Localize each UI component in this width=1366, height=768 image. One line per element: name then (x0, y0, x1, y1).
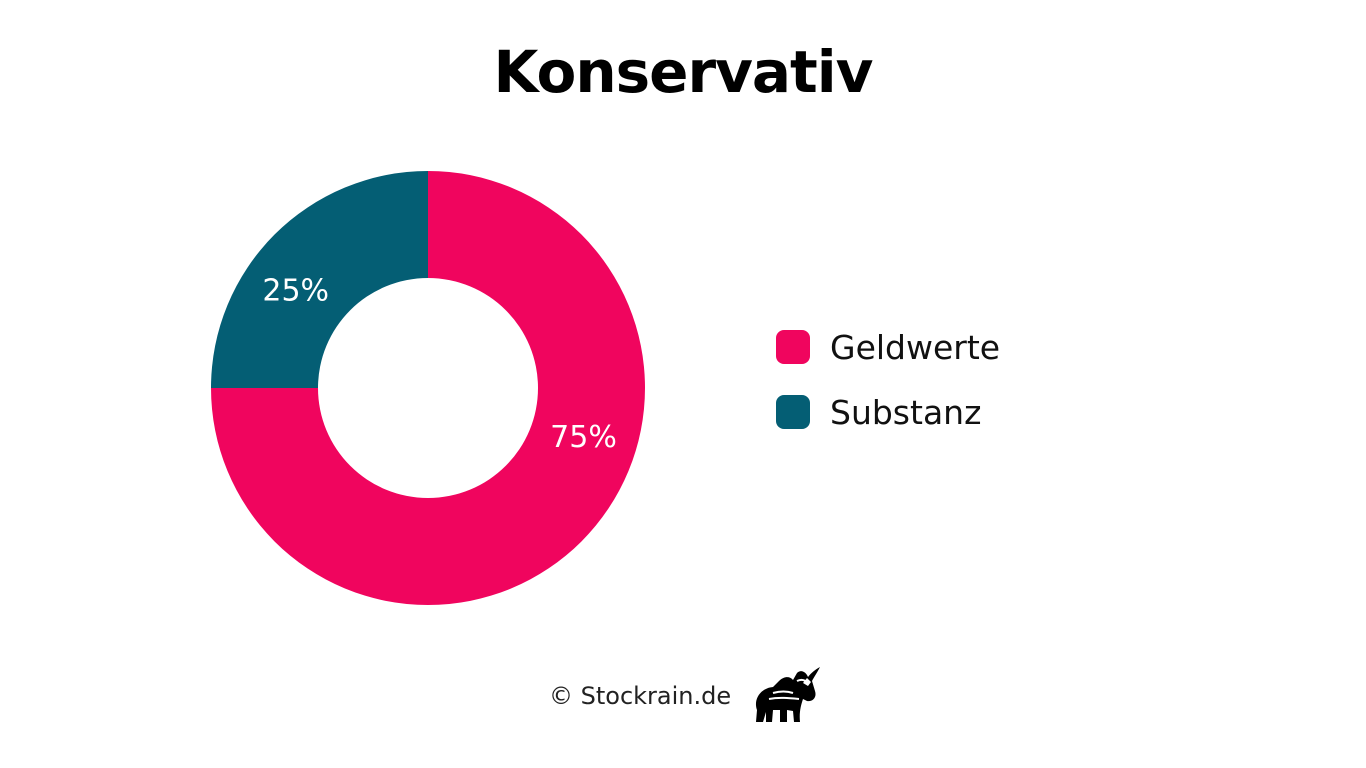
legend-item-geldwerte: Geldwerte (776, 327, 1001, 367)
legend-swatch-substanz (776, 395, 810, 429)
slice-label-geldwerte: 75% (550, 420, 617, 455)
donut-slice-labels: 75% 25% (262, 273, 616, 455)
legend-item-substanz: Substanz (776, 392, 1000, 432)
donut-slice-substanz (211, 171, 428, 388)
donut-slice-geldwerte (211, 171, 645, 605)
chart-title: Konservativ (493, 38, 874, 106)
donut-slices (211, 171, 645, 605)
copyright-text: © Stockrain.de (549, 682, 732, 710)
chart-legend: Geldwerte Substanz (776, 327, 1001, 460)
bull-logo-icon (756, 667, 821, 722)
legend-label-geldwerte: Geldwerte (830, 327, 1001, 367)
slice-label-substanz: 25% (262, 273, 329, 308)
legend-label-substanz: Substanz (830, 392, 982, 432)
footer: © Stockrain.de (549, 664, 825, 728)
legend-swatch-geldwerte (776, 330, 810, 364)
